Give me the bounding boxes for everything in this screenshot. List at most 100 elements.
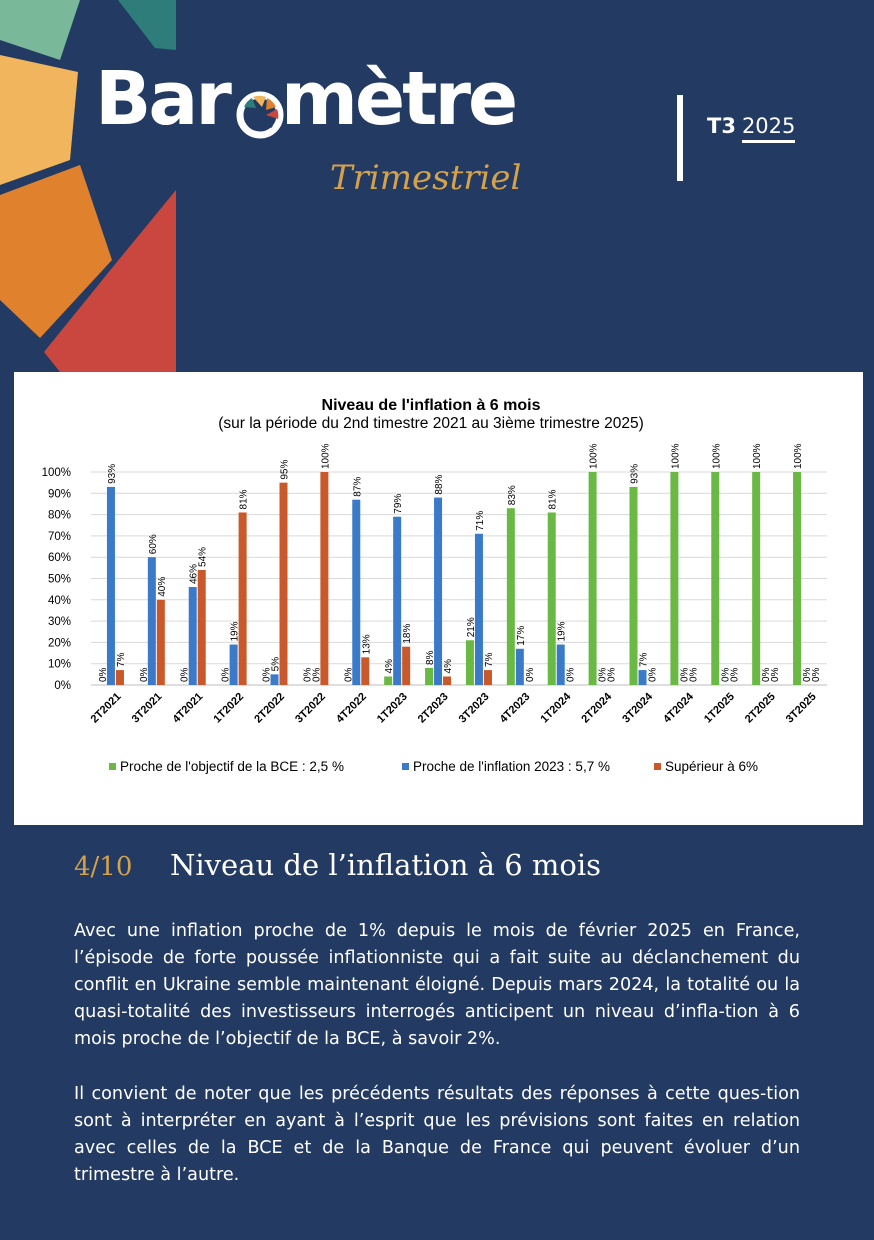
section-title: Niveau de l’inflation à 6 mois <box>170 848 601 882</box>
data-label: 46% <box>189 564 200 584</box>
data-label: 100% <box>670 443 681 469</box>
bar <box>352 499 361 685</box>
x-tick-label: 3T2023 <box>457 691 492 726</box>
bar <box>752 472 761 685</box>
data-label: 0% <box>761 667 772 682</box>
bar <box>156 599 165 685</box>
bar <box>670 472 679 685</box>
paragraph-2: Il convient de noter que les précédents … <box>74 1084 800 1185</box>
data-label: 95% <box>280 460 291 480</box>
chart-y-axis: 0% 10% 20% 30% 40% 50% 60% 70% 80% 90% 100% <box>42 467 71 692</box>
y-tick-label: 40% <box>48 595 71 607</box>
bar <box>556 644 565 685</box>
data-label: 0% <box>262 667 273 682</box>
data-label: 93% <box>630 464 641 484</box>
data-label: 13% <box>361 634 372 654</box>
logo-subtitle: Trimestriel <box>330 158 522 198</box>
data-label: 100% <box>589 443 600 469</box>
x-tick-label: 3T2021 <box>130 691 165 726</box>
wheel-segment-yellow <box>0 55 78 185</box>
chart-title: Niveau de l'inflation à 6 mois <box>322 397 541 414</box>
data-label: 4% <box>443 659 454 674</box>
data-label: 17% <box>516 626 527 646</box>
data-label: 0% <box>729 667 740 682</box>
x-tick-label: 1T2024 <box>538 690 573 725</box>
gauge-icon <box>236 91 284 139</box>
x-tick-label: 2T2025 <box>743 691 778 726</box>
bar <box>270 674 279 685</box>
wheel-segment-orange <box>0 165 112 338</box>
legend-swatch <box>654 763 661 770</box>
bar <box>474 533 483 685</box>
wheel-segment-teal <box>118 0 176 50</box>
data-label: 7% <box>116 653 127 668</box>
bar <box>515 648 524 685</box>
data-label: 100% <box>320 443 331 469</box>
data-label: 0% <box>311 667 322 682</box>
bar <box>229 644 238 685</box>
data-label: 100% <box>752 443 763 469</box>
data-label: 71% <box>475 511 486 531</box>
chart-gridlines <box>91 471 827 686</box>
legend-swatch <box>402 763 409 770</box>
chart-subtitle: (sur la période du 2nd timestre 2021 au … <box>218 415 644 432</box>
y-tick-label: 90% <box>48 488 71 500</box>
data-label: 0% <box>221 667 232 682</box>
data-label: 40% <box>157 577 168 597</box>
data-label: 0% <box>566 667 577 682</box>
data-label: 0% <box>679 667 690 682</box>
x-tick-label: 2T2021 <box>89 691 124 726</box>
x-tick-label: 3T2025 <box>784 691 819 726</box>
data-label: 7% <box>484 653 495 668</box>
quarter-label: T3 2025 <box>707 114 796 143</box>
y-tick-label: 30% <box>48 616 71 628</box>
y-tick-label: 20% <box>48 637 71 649</box>
data-label: 0% <box>525 667 536 682</box>
quarter-year: 2025 <box>741 114 796 143</box>
data-label: 0% <box>607 667 618 682</box>
x-tick-label: 1T2022 <box>211 691 246 726</box>
color-wheel-decoration <box>0 0 176 372</box>
bar <box>793 472 802 685</box>
legend-swatch <box>109 763 116 770</box>
bar <box>425 667 434 685</box>
bar <box>238 512 247 685</box>
inflation-chart: Niveau de l'inflation à 6 mois (sur la p… <box>42 397 827 774</box>
chart-panel: Niveau de l'inflation à 6 mois (sur la p… <box>14 372 863 825</box>
chart-x-axis: 2T2021 3T2021 4T2021 1T2022 2T2022 3T2022 4T20… <box>89 690 819 725</box>
x-tick-label: 1T2025 <box>702 691 737 726</box>
x-tick-label: 2T2023 <box>416 691 451 726</box>
bar <box>320 472 329 685</box>
x-tick-label: 4T2024 <box>661 690 696 725</box>
data-label: 0% <box>343 667 354 682</box>
bar <box>147 557 156 685</box>
chart-legend: Proche de l'objectif de la BCE : 2,5 % Pr… <box>109 759 758 774</box>
bar <box>434 497 443 685</box>
quarter-code: T3 <box>707 114 736 138</box>
chart-bars: 0%93%7%0%60%40%0%46%54%0%19%81%0%5%95%0%… <box>98 443 822 685</box>
paragraph-1: Avec une inflation proche de 1% depuis l… <box>74 921 800 1049</box>
data-label: 18% <box>402 624 413 644</box>
logo-title: Bar mètre <box>95 62 518 136</box>
data-label: 5% <box>271 657 282 672</box>
y-tick-label: 10% <box>48 659 71 671</box>
logo-title-end: mètre <box>280 56 518 142</box>
bar <box>547 512 556 685</box>
section-number: 4/10 <box>74 852 133 882</box>
x-tick-label: 1T2023 <box>375 691 410 726</box>
x-tick-label: 4T2021 <box>170 691 205 726</box>
bar <box>629 486 638 685</box>
y-tick-label: 80% <box>48 510 71 522</box>
data-label: 0% <box>720 667 731 682</box>
x-tick-label: 2T2022 <box>252 691 287 726</box>
bar <box>188 587 197 685</box>
logo-title-start: Bar <box>95 56 232 142</box>
data-label: 0% <box>811 667 822 682</box>
data-label: 93% <box>107 464 118 484</box>
data-label: 54% <box>198 547 209 567</box>
data-label: 81% <box>239 489 250 509</box>
bar <box>402 646 411 685</box>
legend-label: Proche de l'inflation 2023 : 5,7 % <box>413 759 610 774</box>
bar <box>197 569 206 685</box>
wheel-segment-red <box>44 190 176 372</box>
